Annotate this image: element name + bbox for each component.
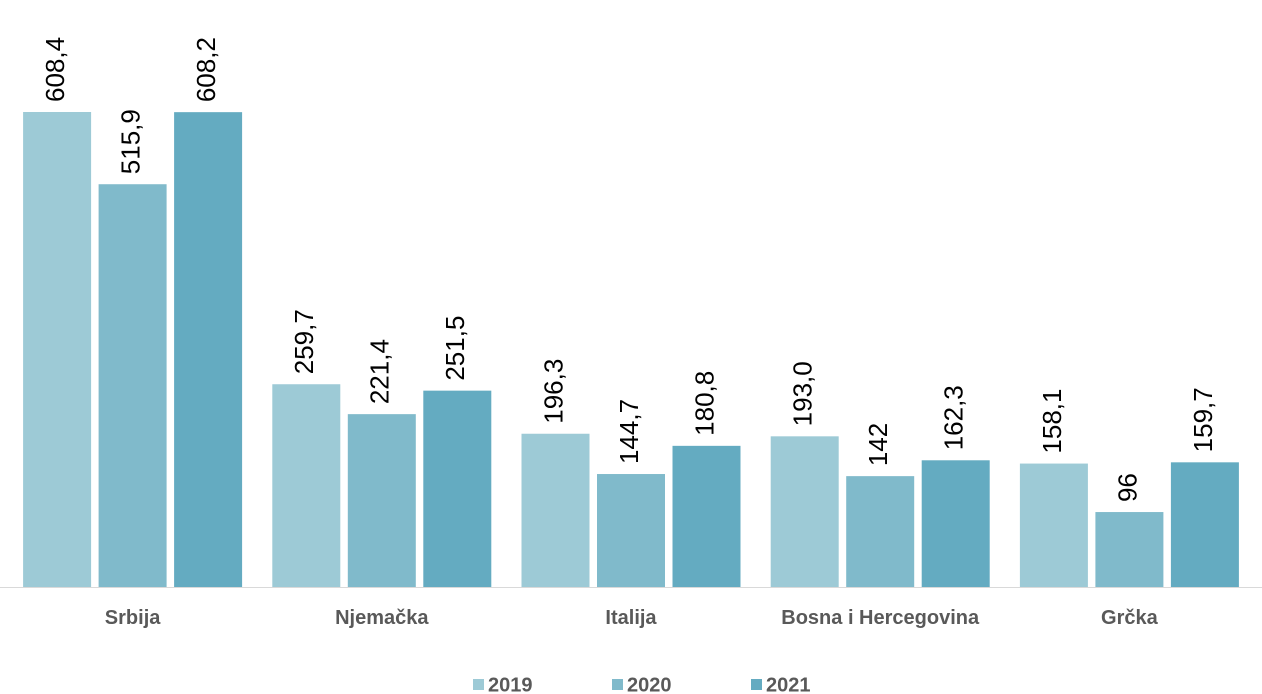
legend-label: 2021 xyxy=(766,674,811,694)
data-label: 162,3 xyxy=(939,385,969,450)
data-label: 142 xyxy=(863,423,893,466)
data-label: 259,7 xyxy=(289,309,319,374)
x-tick-label: Bosna i Hercegovina xyxy=(781,607,980,629)
data-label: 180,8 xyxy=(689,371,719,436)
legend-label: 2020 xyxy=(627,674,672,694)
x-tick-label: Grčka xyxy=(1101,607,1159,629)
bar xyxy=(770,436,839,587)
bar xyxy=(921,460,990,587)
x-tick-label: Italija xyxy=(605,607,657,629)
data-label: 196,3 xyxy=(538,359,568,424)
bar xyxy=(174,112,243,587)
x-tick-label: Njemačka xyxy=(335,607,429,629)
data-label: 221,4 xyxy=(365,339,395,404)
legend-swatch xyxy=(751,679,762,690)
bar xyxy=(1095,512,1164,587)
data-label: 144,7 xyxy=(614,399,644,464)
bar xyxy=(846,476,915,587)
bar xyxy=(1019,463,1088,587)
data-label: 159,7 xyxy=(1188,387,1218,452)
data-label: 515,9 xyxy=(115,109,145,174)
bar xyxy=(597,474,665,587)
bar xyxy=(672,445,741,587)
x-tick-label: Srbija xyxy=(105,607,161,629)
data-label: 251,5 xyxy=(440,316,470,381)
bar xyxy=(347,414,416,587)
legend-swatch xyxy=(612,679,623,690)
bar xyxy=(521,433,590,587)
data-label: 158,1 xyxy=(1037,388,1067,453)
data-label: 608,2 xyxy=(191,37,221,102)
legend-swatch xyxy=(473,679,484,690)
data-label: 608,4 xyxy=(40,37,70,102)
data-label: 96 xyxy=(1112,473,1142,502)
bar xyxy=(23,112,92,587)
legend-label: 2019 xyxy=(488,674,533,694)
data-label: 193,0 xyxy=(788,361,818,426)
bar xyxy=(1170,462,1239,587)
bar xyxy=(98,184,167,587)
bar xyxy=(423,390,492,587)
bar xyxy=(272,384,341,587)
